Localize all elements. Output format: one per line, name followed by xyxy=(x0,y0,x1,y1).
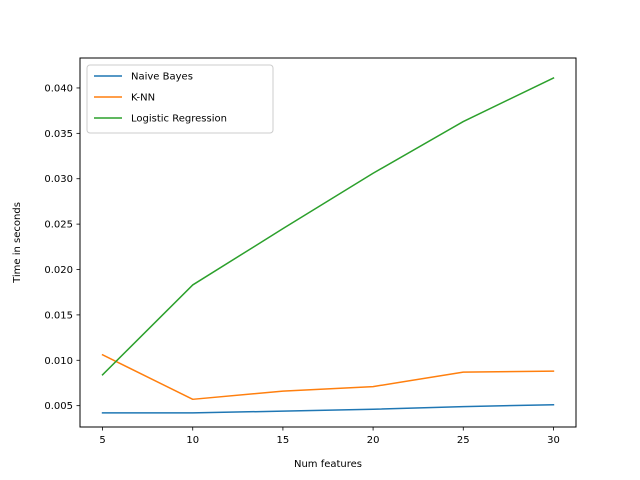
y-tick-label: 0.020 xyxy=(44,265,73,276)
x-axis-label: Num features xyxy=(294,459,362,470)
axes-frame xyxy=(79,57,577,428)
legend-label: Logistic Regression xyxy=(131,114,227,125)
y-tick-label: 0.035 xyxy=(44,129,73,140)
y-axis-label: Time in seconds xyxy=(12,202,23,284)
series-line-logistic-regression xyxy=(101,76,555,376)
y-tick-label: 0.030 xyxy=(44,174,73,185)
legend: Naive Bayes K-NN Logistic Regression xyxy=(86,64,274,134)
series-line-k-nn xyxy=(101,353,555,401)
legend-label: Naive Bayes xyxy=(131,72,193,83)
series-layer xyxy=(101,76,555,414)
x-tick-label: 10 xyxy=(186,435,199,446)
y-tick-label: 0.015 xyxy=(44,310,73,321)
legend-box xyxy=(86,64,274,134)
x-tick-label: 15 xyxy=(277,435,290,446)
y-tick-label: 0.025 xyxy=(44,220,73,231)
y-tick-label: 0.040 xyxy=(44,83,73,94)
series-line-naive-bayes xyxy=(101,403,555,414)
y-tick-label: 0.005 xyxy=(44,401,73,412)
x-tick-label: 5 xyxy=(99,435,105,446)
y-axis-ticks: 0.005 0.010 0.015 0.020 0.025 0.030 0.035 0.040 xyxy=(44,83,80,412)
x-tick-label: 25 xyxy=(457,435,470,446)
x-tick-label: 30 xyxy=(547,435,560,446)
legend-label: K-NN xyxy=(131,93,155,104)
y-tick-label: 0.010 xyxy=(44,356,73,367)
x-tick-label: 20 xyxy=(367,435,380,446)
x-axis-ticks: 5 10 15 20 25 30 xyxy=(99,427,560,446)
